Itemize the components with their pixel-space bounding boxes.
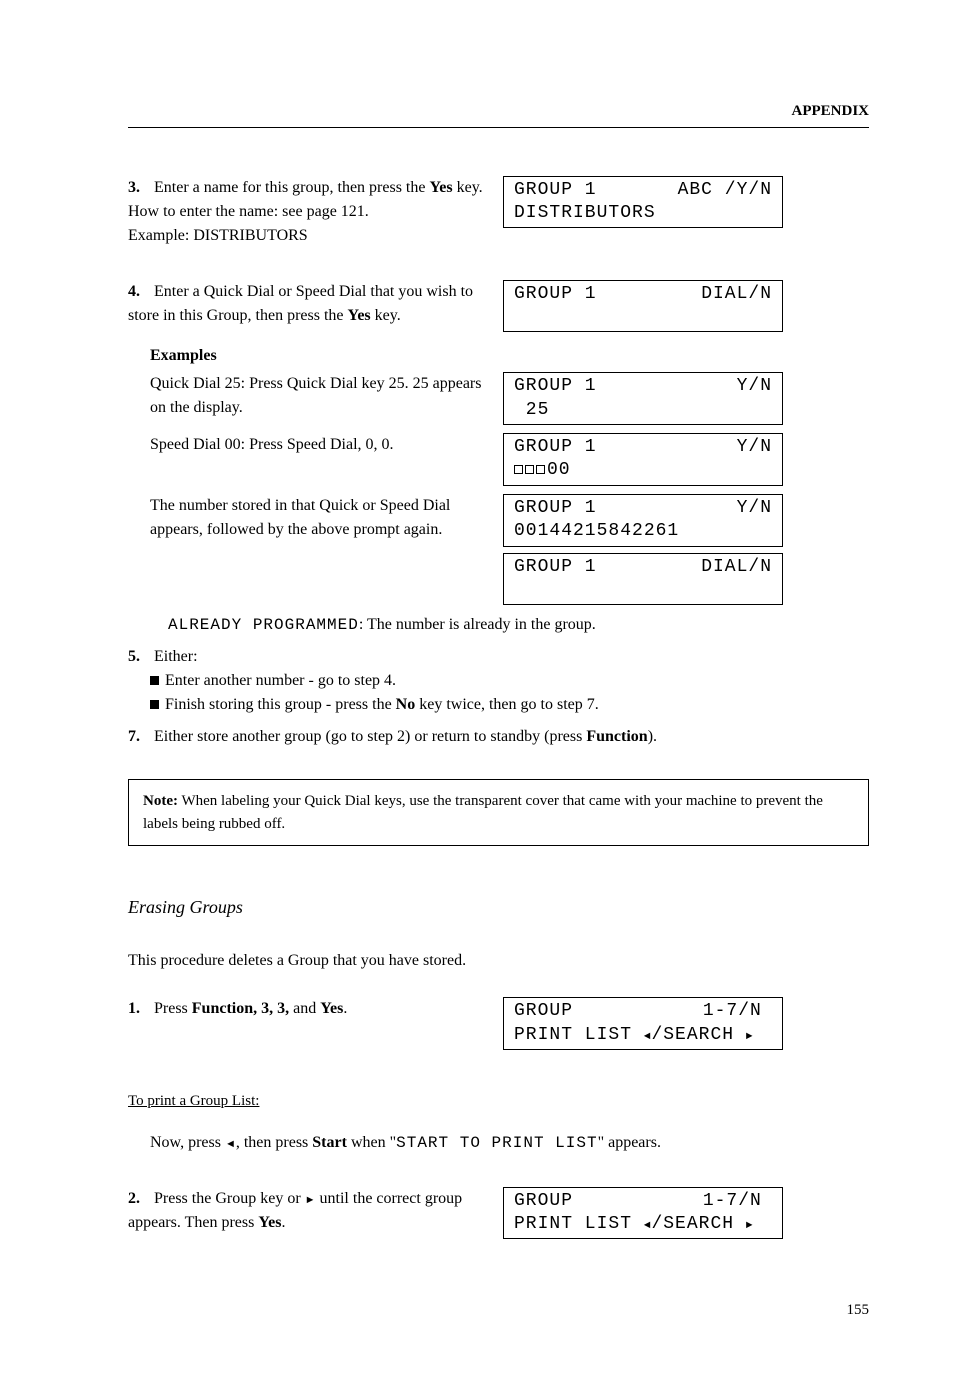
- section-title: Erasing Groups: [128, 894, 869, 921]
- examples-heading: Examples: [128, 344, 869, 368]
- already-programmed-label: ALREADY PROGRAMMED: [168, 616, 359, 634]
- step-text: Enter a Quick Dial or Speed Dial that yo…: [128, 283, 473, 324]
- step-text: Press Function, 3, 3, and Yes.: [154, 1000, 347, 1017]
- option-item: Enter another number - go to step 4.: [150, 669, 849, 693]
- example-text: The number stored in that Quick or Speed…: [150, 497, 450, 538]
- step-number: 7.: [128, 725, 150, 749]
- step-number: 3.: [128, 176, 150, 200]
- lcd-display: GROUP 1-7/N PRINT LIST /SEARCH: [503, 1187, 783, 1240]
- step-number: 5.: [128, 645, 150, 669]
- squares-icon: [514, 459, 547, 482]
- triangle-right-icon: [305, 1190, 316, 1207]
- lcd-display: GROUP 1-7/N PRINT LIST /SEARCH: [503, 997, 783, 1050]
- triangle-right-icon: [746, 1025, 754, 1045]
- lcd-display: GROUP 1Y/N 00144215842261: [503, 494, 783, 547]
- step-number: 4.: [128, 280, 150, 304]
- step-number: 2.: [128, 1187, 150, 1211]
- example-text: Quick Dial 25: Press Quick Dial key 25. …: [150, 375, 481, 416]
- lcd-display: GROUP 1Y/N 00: [503, 433, 783, 486]
- note-box: Note: When labeling your Quick Dial keys…: [128, 779, 869, 846]
- option-item: Finish storing this group - press the No…: [150, 693, 849, 717]
- lcd-display: GROUP 1DIAL/N: [503, 553, 783, 606]
- page-number: 155: [128, 1299, 869, 1322]
- subsection-heading: To print a Group List:: [128, 1090, 869, 1113]
- lcd-display: GROUP 1Y/N 25: [503, 372, 783, 425]
- step-number: 1.: [128, 997, 150, 1021]
- note-text: When labeling your Quick Dial keys, use …: [143, 793, 823, 832]
- step-text: Press the Group key or until the correct…: [128, 1190, 462, 1231]
- note-label: Note:: [143, 793, 178, 809]
- step-text: Either store another group (go to step 2…: [154, 728, 657, 745]
- lcd-display: GROUP 1ABC /Y/N DISTRIBUTORS: [503, 176, 783, 229]
- lcd-display: GROUP 1DIAL/N: [503, 280, 783, 333]
- triangle-right-icon: [746, 1214, 754, 1234]
- section-intro: This procedure deletes a Group that you …: [128, 949, 869, 973]
- example-text: Speed Dial 00: Press Speed Dial, 0, 0.: [150, 436, 394, 453]
- step-text: Either:: [154, 648, 198, 665]
- step-text: Enter a name for this group, then press …: [128, 179, 483, 244]
- triangle-left-icon: [225, 1134, 236, 1151]
- already-note: : The number is already in the group.: [359, 616, 596, 633]
- printlist-text: Now, press , then press Start when "STAR…: [150, 1134, 661, 1151]
- page-header: APPENDIX: [128, 100, 869, 123]
